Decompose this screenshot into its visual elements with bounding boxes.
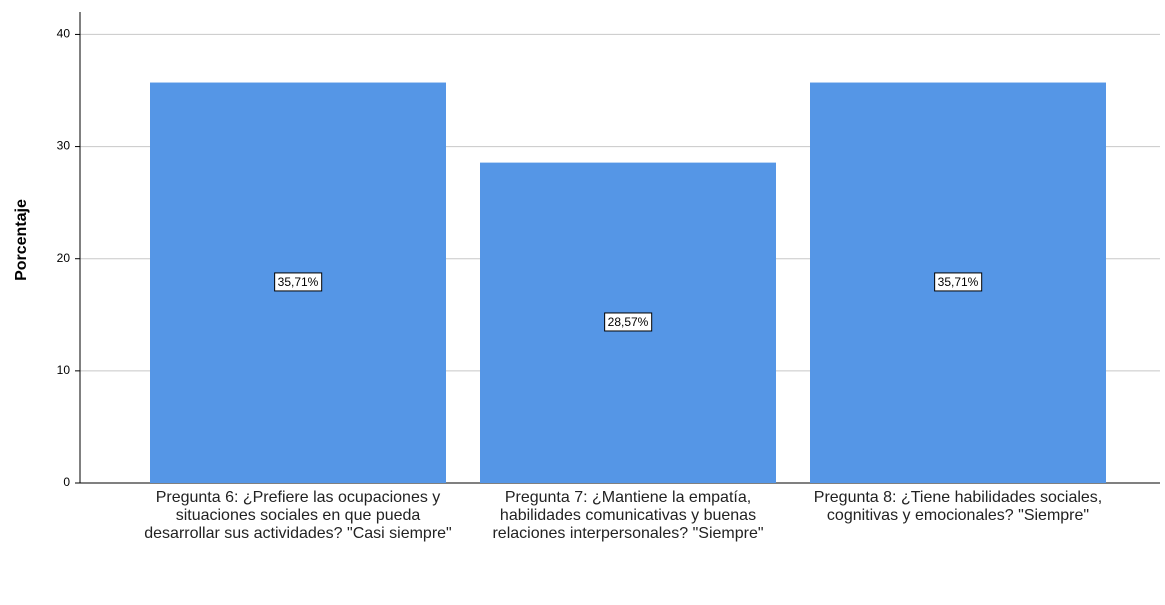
- value-label: 28,57%: [608, 315, 649, 329]
- x-tick-label: Pregunta 8: ¿Tiene habilidades sociales,…: [813, 489, 1103, 524]
- y-tick-label: 30: [57, 139, 71, 153]
- value-label-box: [934, 272, 983, 292]
- y-tick-label: 20: [57, 251, 71, 265]
- value-label-box: [274, 272, 323, 292]
- value-label-box: [604, 312, 653, 332]
- y-axis-title: Porcentaje: [13, 199, 30, 281]
- value-label: 35,71%: [938, 275, 979, 289]
- y-tick-label: 0: [63, 475, 70, 489]
- x-tick-label: Pregunta 6: ¿Prefiere las ocupaciones y …: [144, 489, 452, 542]
- y-tick-label: 10: [57, 363, 71, 377]
- value-label: 35,71%: [278, 275, 319, 289]
- x-tick-label: Pregunta 7: ¿Mantiene la empatía, habili…: [492, 489, 764, 542]
- y-tick-label: 40: [57, 27, 71, 41]
